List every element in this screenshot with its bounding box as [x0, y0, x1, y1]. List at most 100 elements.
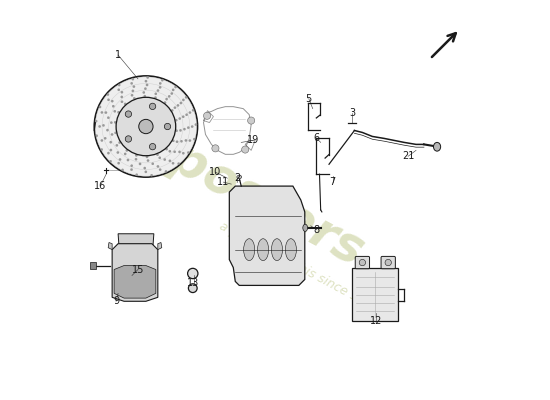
Text: 16: 16: [94, 181, 106, 191]
Ellipse shape: [157, 89, 159, 92]
Ellipse shape: [112, 105, 114, 108]
Ellipse shape: [188, 268, 198, 279]
Ellipse shape: [135, 174, 138, 176]
Ellipse shape: [180, 140, 183, 142]
Ellipse shape: [122, 169, 124, 171]
Text: 13: 13: [188, 278, 200, 288]
Circle shape: [241, 146, 249, 153]
Text: e-posters: e-posters: [114, 108, 372, 276]
Ellipse shape: [172, 162, 174, 164]
Ellipse shape: [159, 82, 162, 85]
Text: 3: 3: [349, 108, 355, 118]
Ellipse shape: [131, 90, 134, 92]
Polygon shape: [118, 234, 154, 262]
Ellipse shape: [182, 116, 184, 118]
Ellipse shape: [147, 159, 149, 162]
Ellipse shape: [187, 151, 190, 154]
Circle shape: [212, 145, 219, 152]
Ellipse shape: [121, 100, 123, 103]
Ellipse shape: [107, 152, 109, 154]
Text: 2: 2: [234, 173, 240, 183]
Ellipse shape: [119, 158, 121, 161]
Ellipse shape: [144, 88, 147, 90]
Ellipse shape: [150, 103, 156, 110]
Polygon shape: [112, 244, 158, 301]
Ellipse shape: [117, 111, 120, 114]
Ellipse shape: [177, 104, 179, 106]
Ellipse shape: [164, 101, 166, 104]
Ellipse shape: [182, 152, 184, 154]
Ellipse shape: [142, 91, 145, 94]
Ellipse shape: [130, 82, 133, 84]
Ellipse shape: [135, 158, 137, 160]
Ellipse shape: [176, 140, 178, 143]
Polygon shape: [158, 242, 162, 250]
Ellipse shape: [193, 138, 195, 140]
Circle shape: [204, 112, 211, 119]
Ellipse shape: [116, 97, 175, 156]
Ellipse shape: [165, 170, 167, 173]
Ellipse shape: [117, 151, 119, 154]
Ellipse shape: [118, 89, 120, 91]
Text: 7: 7: [329, 177, 336, 187]
Text: 6: 6: [314, 134, 320, 144]
Ellipse shape: [174, 106, 176, 109]
Ellipse shape: [146, 84, 148, 86]
Text: 15: 15: [132, 264, 144, 274]
Ellipse shape: [104, 111, 107, 114]
Ellipse shape: [173, 150, 176, 153]
Ellipse shape: [99, 106, 101, 108]
Ellipse shape: [118, 162, 120, 164]
Ellipse shape: [179, 129, 182, 132]
Ellipse shape: [106, 129, 109, 131]
Ellipse shape: [169, 160, 171, 162]
Ellipse shape: [192, 109, 194, 112]
Ellipse shape: [161, 79, 163, 81]
Ellipse shape: [133, 86, 135, 88]
Ellipse shape: [191, 125, 194, 128]
Ellipse shape: [182, 99, 185, 101]
Ellipse shape: [166, 148, 168, 150]
Text: 8: 8: [314, 225, 320, 235]
Ellipse shape: [166, 98, 168, 100]
Ellipse shape: [159, 168, 161, 171]
Ellipse shape: [155, 93, 157, 95]
Ellipse shape: [174, 86, 177, 88]
Text: 21: 21: [402, 151, 414, 161]
Ellipse shape: [164, 123, 170, 130]
Ellipse shape: [146, 76, 149, 79]
Text: 12: 12: [370, 316, 382, 326]
Ellipse shape: [150, 174, 153, 176]
Ellipse shape: [126, 159, 129, 161]
Ellipse shape: [156, 154, 159, 156]
Ellipse shape: [183, 128, 186, 130]
Ellipse shape: [120, 91, 123, 93]
Ellipse shape: [179, 117, 181, 120]
Ellipse shape: [272, 239, 283, 260]
Ellipse shape: [144, 95, 146, 97]
Bar: [353, 268, 398, 321]
Ellipse shape: [95, 120, 97, 122]
Polygon shape: [114, 266, 156, 298]
Ellipse shape: [130, 168, 133, 171]
Ellipse shape: [195, 123, 197, 126]
Ellipse shape: [180, 102, 182, 104]
Ellipse shape: [111, 133, 113, 136]
Ellipse shape: [189, 139, 191, 142]
Ellipse shape: [109, 149, 112, 151]
Ellipse shape: [178, 162, 180, 165]
Ellipse shape: [110, 122, 113, 124]
Ellipse shape: [125, 136, 131, 142]
Ellipse shape: [145, 171, 147, 173]
Ellipse shape: [257, 239, 268, 260]
Ellipse shape: [189, 284, 197, 292]
Ellipse shape: [178, 151, 181, 153]
Polygon shape: [229, 186, 305, 286]
Ellipse shape: [124, 153, 126, 155]
Ellipse shape: [113, 110, 116, 112]
Text: 5: 5: [306, 94, 312, 104]
Ellipse shape: [168, 95, 170, 98]
Ellipse shape: [170, 92, 173, 95]
Ellipse shape: [101, 139, 103, 142]
Ellipse shape: [187, 126, 190, 129]
